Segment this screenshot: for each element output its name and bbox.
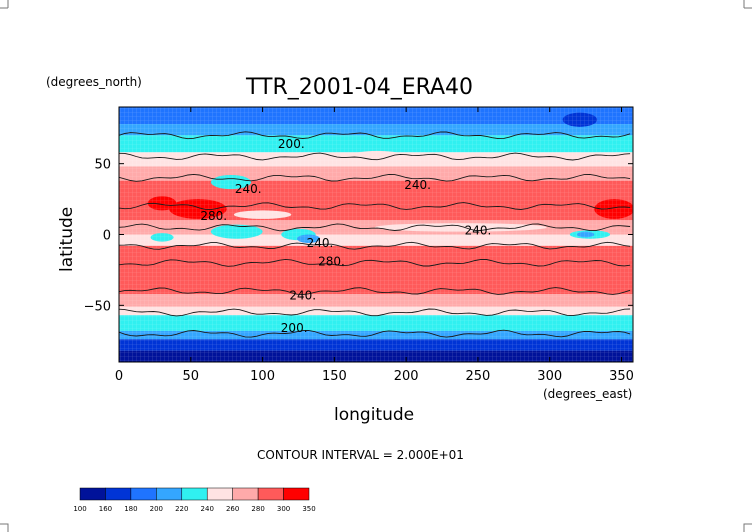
colorbar-level-3: 200: [150, 505, 163, 513]
x-units-label: (degrees_east): [543, 387, 632, 401]
contour-label-4: 280.: [200, 209, 227, 223]
colorbar-level-2: 180: [124, 505, 137, 513]
contour-line-6: [119, 258, 631, 267]
colorbar-level-5: 240: [201, 505, 214, 513]
contour-line-3: [119, 202, 631, 211]
contour-line-5: [119, 241, 631, 250]
contour-labels: 200. 240. 240. 240. 280. 280. 240. 240. 200.: [200, 137, 491, 335]
contour-label-5: 280.: [318, 254, 345, 268]
colorbar-level-0: 100: [73, 505, 86, 513]
contour-label-8: 200.: [281, 321, 308, 335]
colorbar-swatch-7: [257, 487, 284, 501]
contour-interval-text: CONTOUR INTERVAL = 2.000E+01: [257, 448, 464, 462]
x-tick-label-6: 300: [537, 369, 562, 384]
x-axis-ticks: 0 50 100 150 200 250 300 350: [115, 107, 634, 384]
contour-line-0: [119, 131, 631, 140]
y-axis-ticks: 50 0 −50: [84, 158, 633, 314]
y-units-label: (degrees_north): [46, 75, 142, 89]
x-tick-label-4: 200: [394, 369, 419, 384]
grid-overlay: [119, 107, 633, 362]
corner-mark-tl: [0, 0, 9, 9]
colorbar-level-6: 260: [226, 505, 239, 513]
contour-label-3: 240.: [465, 223, 492, 237]
y-axis-label: latitude: [57, 207, 77, 272]
contour-label-7: 240.: [289, 288, 316, 302]
x-tick-label-3: 150: [322, 369, 347, 384]
contour-line-2: [119, 173, 631, 182]
x-tick-label-0: 0: [115, 369, 123, 384]
colorbar-level-4: 220: [175, 505, 188, 513]
colorbar-level-8: 300: [277, 505, 290, 513]
plot-area: 200. 240. 240. 240. 280. 280. 240. 240. 200.: [119, 107, 633, 362]
x-tick-label-2: 100: [250, 369, 275, 384]
corner-mark-bl: [0, 523, 9, 532]
x-tick-label-1: 50: [183, 369, 200, 384]
contour-label-6: 240.: [307, 236, 334, 250]
x-tick-label-5: 250: [466, 369, 491, 384]
colorbar-level-9: 350: [302, 505, 315, 513]
contour-line-8: [119, 308, 631, 317]
colorbar-level-1: 160: [99, 505, 112, 513]
colorbar-swatch-5: [206, 487, 233, 501]
colorbar-legend: 100 160 180 200 220 240 260 280 300 350: [73, 487, 316, 513]
x-tick-label-7: 350: [609, 369, 634, 384]
contour-line-9: [119, 329, 631, 338]
contour-lines: [119, 131, 631, 338]
y-tick-label-0: 50: [94, 158, 111, 173]
contour-line-1: [119, 152, 631, 161]
colorbar-swatch-0: [79, 487, 106, 501]
contour-line-7: [119, 287, 631, 296]
contour-label-1: 240.: [235, 182, 262, 196]
colorbar-swatch-4: [181, 487, 208, 501]
x-axis-label: longitude: [334, 405, 414, 425]
colorbar-level-7: 280: [251, 505, 264, 513]
corner-mark-tr: [743, 0, 752, 9]
chart-title: TTR_2001-04_ERA40: [245, 75, 473, 100]
corner-mark-br: [743, 523, 752, 532]
y-tick-label-1: 0: [103, 229, 111, 244]
contour-label-0: 200.: [278, 137, 305, 151]
contour-label-2: 240.: [404, 178, 431, 192]
contour-line-4: [119, 223, 631, 232]
colorbar-swatch-8: [283, 487, 310, 501]
colorbar-swatch-1: [105, 487, 132, 501]
y-tick-label-2: −50: [84, 299, 111, 314]
colorbar-swatch-2: [130, 487, 157, 501]
colorbar-swatch-6: [232, 487, 259, 501]
colorbar-swatch-3: [156, 487, 183, 501]
